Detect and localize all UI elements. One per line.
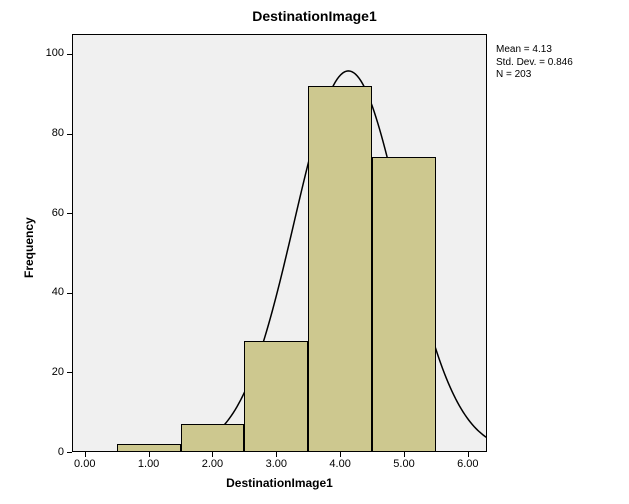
x-tick <box>404 452 405 457</box>
x-tick <box>149 452 150 457</box>
chart-title: DestinationImage1 <box>0 8 629 24</box>
y-tick <box>67 452 72 453</box>
histogram-bar <box>372 157 436 452</box>
x-tick <box>212 452 213 457</box>
y-tick <box>67 213 72 214</box>
y-tick-label: 40 <box>0 286 64 298</box>
y-tick-label: 20 <box>0 366 64 378</box>
y-tick-label: 60 <box>0 207 64 219</box>
stats-n: N = 203 <box>496 69 573 82</box>
x-tick <box>85 452 86 457</box>
x-tick-label: 2.00 <box>187 458 237 470</box>
y-tick-label: 80 <box>0 127 64 139</box>
y-tick-label: 0 <box>0 446 64 458</box>
histogram-bar <box>181 424 245 452</box>
x-axis-label: DestinationImage1 <box>72 476 487 490</box>
stats-stddev: Std. Dev. = 0.846 <box>496 57 573 70</box>
y-tick <box>67 293 72 294</box>
x-tick <box>468 452 469 457</box>
y-axis-label: Frequency <box>22 217 36 278</box>
y-tick <box>67 372 72 373</box>
histogram-bar <box>117 444 181 452</box>
x-tick-label: 6.00 <box>443 458 493 470</box>
histogram-bar <box>244 341 308 452</box>
x-tick-label: 1.00 <box>124 458 174 470</box>
x-tick-label: 5.00 <box>379 458 429 470</box>
x-tick-label: 3.00 <box>251 458 301 470</box>
stats-mean: Mean = 4.13 <box>496 44 573 57</box>
y-tick <box>67 54 72 55</box>
chart-canvas: DestinationImage1 Frequency DestinationI… <box>0 0 629 504</box>
histogram-bar <box>308 86 372 452</box>
x-tick <box>276 452 277 457</box>
x-tick-label: 0.00 <box>60 458 110 470</box>
stats-box: Mean = 4.13 Std. Dev. = 0.846 N = 203 <box>496 44 573 82</box>
y-tick-label: 100 <box>0 47 64 59</box>
x-tick-label: 4.00 <box>315 458 365 470</box>
x-tick <box>340 452 341 457</box>
y-tick <box>67 134 72 135</box>
